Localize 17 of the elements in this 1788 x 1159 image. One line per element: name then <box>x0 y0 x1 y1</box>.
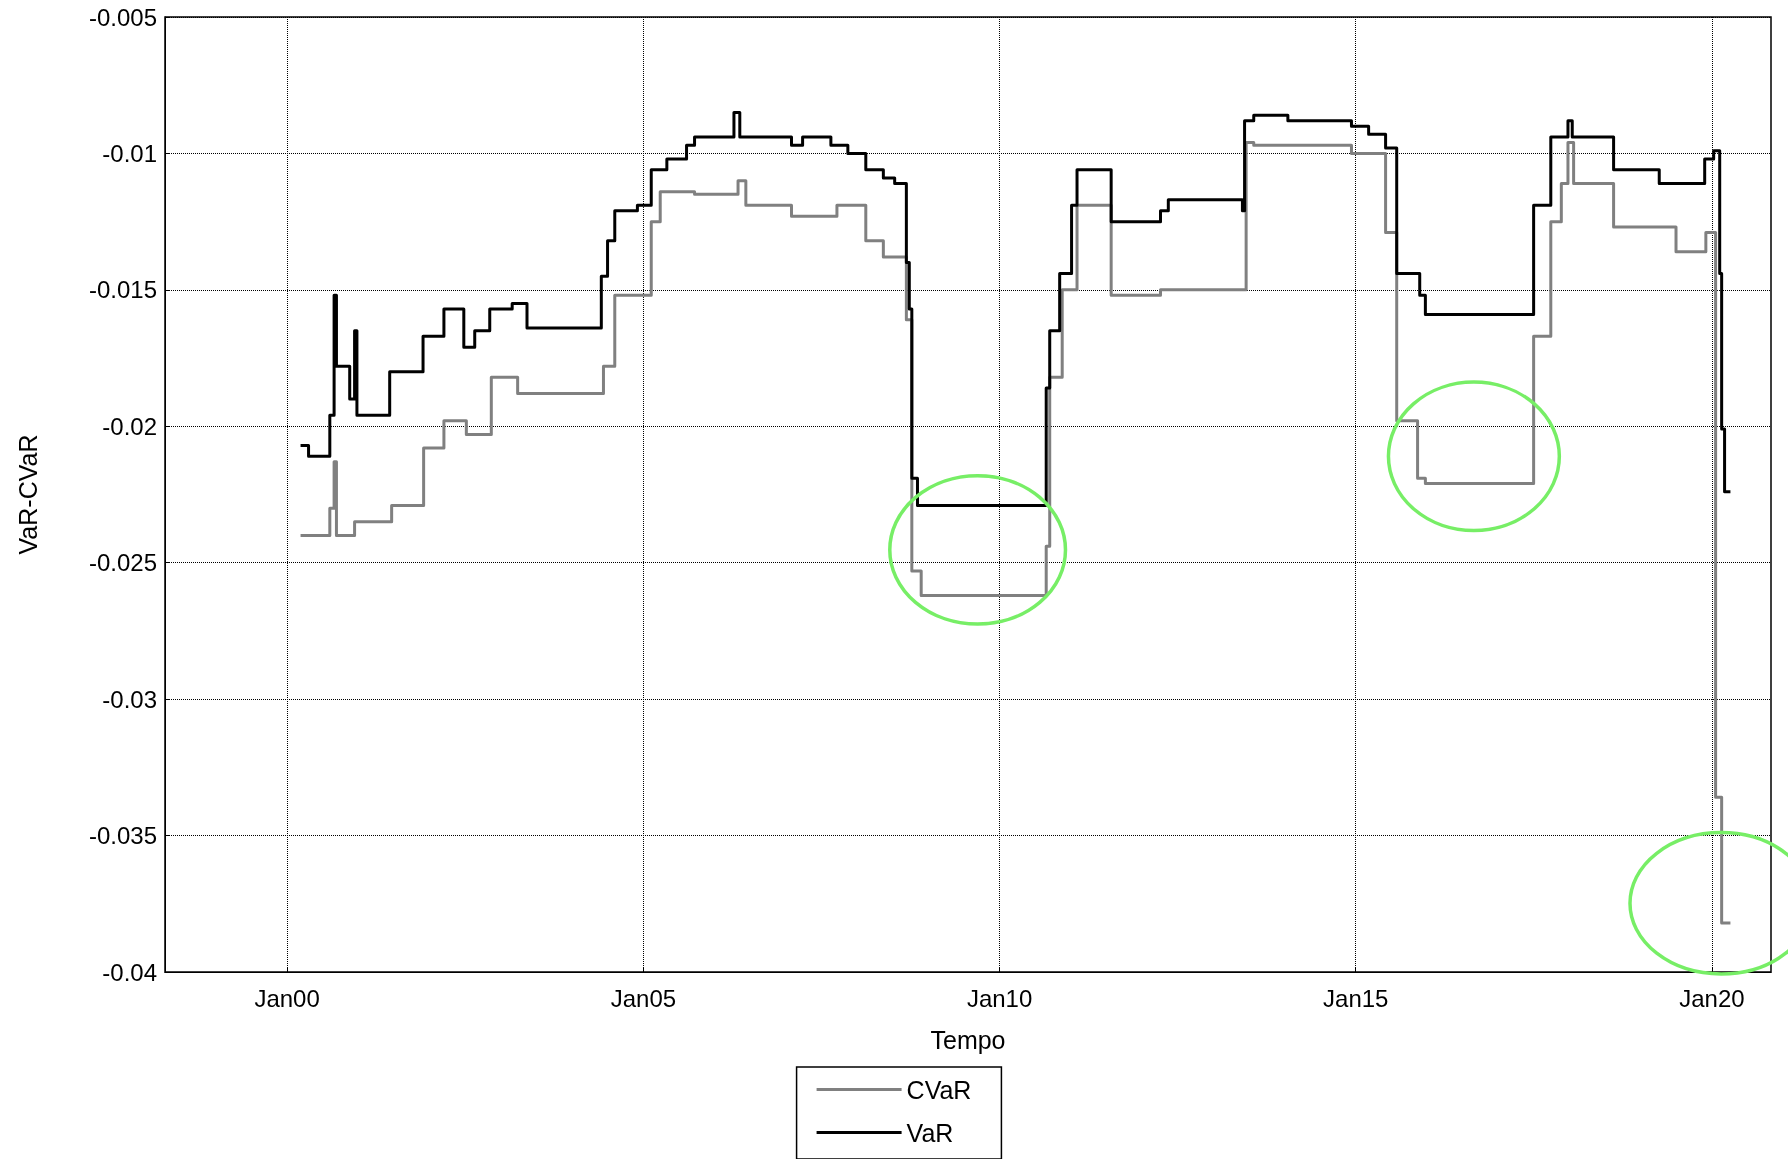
x-tick-label: Jan10 <box>966 984 1033 1012</box>
x-axis-title: Tempo <box>930 1025 1006 1054</box>
x-tick-label: Jan15 <box>1323 984 1389 1012</box>
y-tick-label: -0.005 <box>88 3 157 31</box>
x-tick-label: Jan05 <box>610 984 677 1012</box>
y-tick-label: -0.02 <box>102 412 157 440</box>
y-tick-label: -0.03 <box>102 685 157 713</box>
y-tick-label: -0.01 <box>102 139 157 167</box>
y-tick-label: -0.025 <box>88 549 157 577</box>
y-axis-title: VaR-CVaR <box>13 434 42 555</box>
y-tick-label: -0.04 <box>102 958 157 986</box>
y-tick-label: -0.035 <box>88 822 157 850</box>
x-tick-label: Jan20 <box>1679 984 1745 1012</box>
legend-label: CVaR <box>906 1075 972 1104</box>
x-tick-label: Jan00 <box>254 984 320 1012</box>
y-tick-label: -0.015 <box>88 276 157 304</box>
legend-label: VaR <box>906 1118 954 1147</box>
